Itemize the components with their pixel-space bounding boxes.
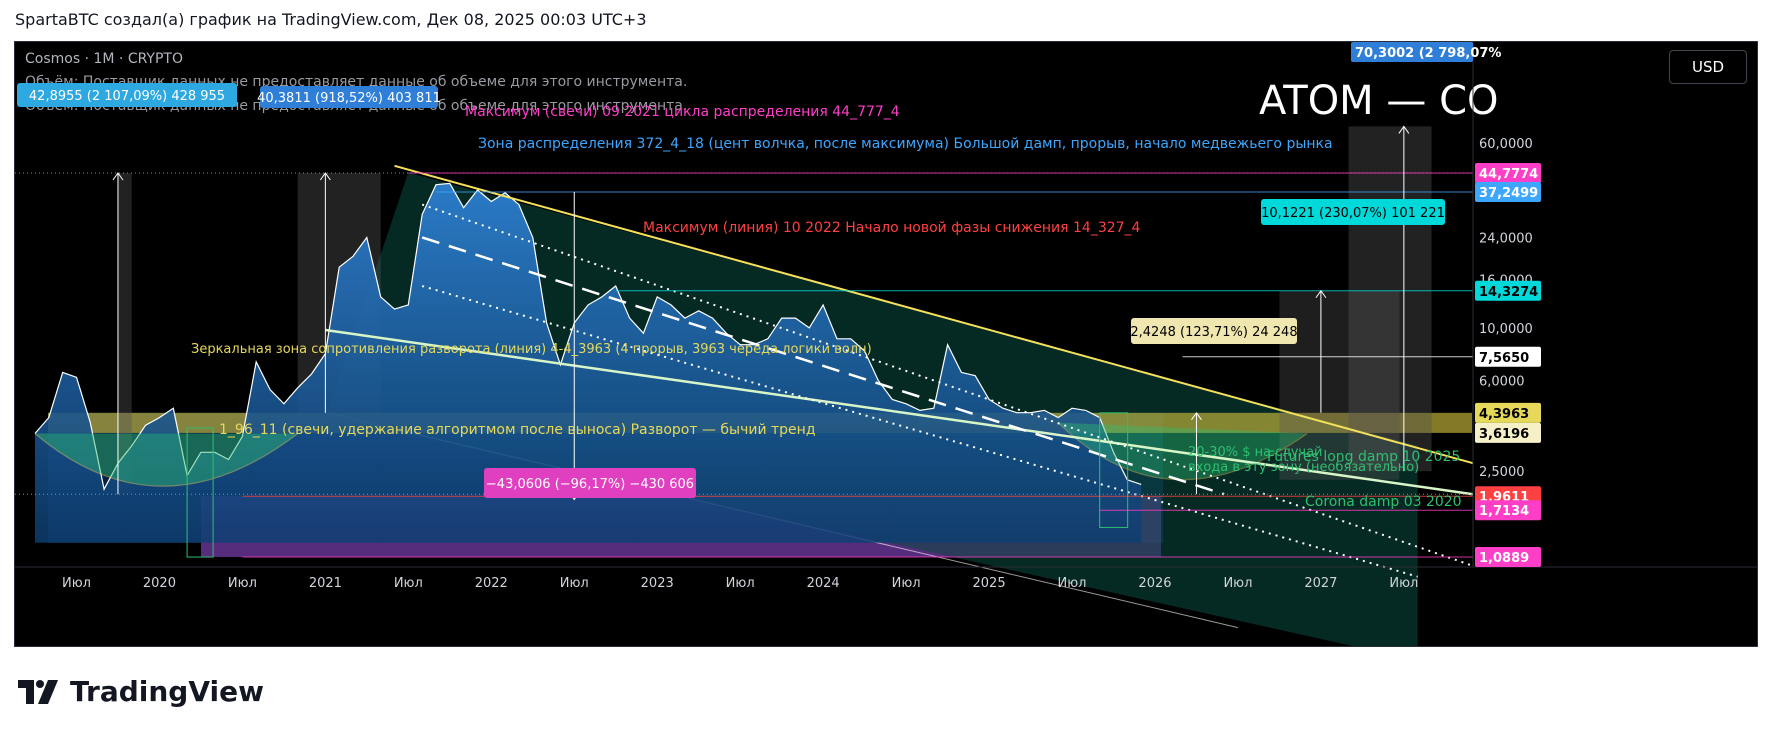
y-tick-label-4: 6,0000 — [1479, 375, 1525, 390]
x-tick-label-2: Июл — [228, 576, 257, 591]
price-label-5: 4,3963 — [1479, 407, 1529, 422]
price-label-bg-8 — [1475, 500, 1541, 521]
measure-label-3: 10,1221 (230,07%) 101 221 — [1261, 206, 1445, 221]
tradingview-logo-icon — [18, 679, 58, 704]
brand-name: TradingView — [70, 675, 264, 708]
annotation-4: 1_96_11 (свечи, удержание алгоритмом пос… — [219, 422, 816, 438]
x-tick-label-7: 2023 — [641, 576, 674, 591]
green-arc-left — [34, 433, 299, 487]
x-tick-label-15: 2027 — [1304, 576, 1337, 591]
measure-arrowhead-1 — [319, 172, 331, 181]
x-tick-label-11: 2025 — [973, 576, 1006, 591]
y-tick-label-0: 60,0000 — [1479, 137, 1533, 152]
price-label-bg-2 — [1475, 182, 1541, 203]
y-tick-label-5: 2,5000 — [1479, 465, 1525, 480]
x-tick-label-4: Июл — [394, 576, 423, 591]
measure-label-0: 42,8955 (2 107,09%) 428 955 — [29, 89, 225, 104]
y-tick-label-1: 24,0000 — [1479, 231, 1533, 246]
price-area — [35, 183, 1142, 543]
price-label-bg-9 — [1475, 547, 1541, 568]
price-label-bg-0 — [1351, 42, 1473, 62]
light-green-trend-line — [325, 328, 1474, 496]
price-label-2: 37,2499 — [1479, 186, 1538, 201]
x-tick-label-16: Июл — [1389, 576, 1418, 591]
measure-arrowhead-4 — [1191, 411, 1202, 421]
price-label-bg-4 — [1475, 346, 1541, 367]
dotted-lower-line — [421, 285, 1418, 578]
measure-label-1: 40,3811 (918,52%) 403 811 — [257, 91, 441, 106]
symbol-title: Cosmos · 1M · CRYPTO — [25, 51, 183, 67]
x-tick-label-10: Июл — [892, 576, 921, 591]
price-label-bg-1 — [1475, 163, 1541, 184]
measure-label-2: −43,0606 (−96,17%) −430 606 — [486, 477, 694, 492]
annotation-0: Максимум (свечи) 09 2021 цикла распредел… — [465, 104, 900, 120]
x-tick-label-3: 2021 — [309, 576, 342, 591]
corona-box — [186, 427, 214, 558]
x-tick-label-1: 2020 — [143, 576, 176, 591]
price-label-9: 1,0889 — [1479, 551, 1529, 566]
futures-box — [1099, 412, 1129, 528]
measure-label-bg-1 — [260, 86, 438, 108]
measure-zone-3 — [1279, 290, 1400, 480]
annotation-2: Максимум (линия) 10 2022 Начало новой фа… — [643, 220, 1141, 236]
annotation-8: Corona damp 03 2020 — [1305, 494, 1462, 510]
x-tick-label-13: 2026 — [1138, 576, 1171, 591]
big-title: ATOM — CO — [1259, 78, 1499, 124]
annotation-5: 20-30% $ на случай — [1188, 445, 1323, 460]
annotation-3: Зеркальная зона сопротивления разворота … — [191, 342, 872, 357]
currency-button[interactable]: USD — [1669, 50, 1747, 84]
measure-arrowhead-0 — [112, 172, 124, 181]
x-tick-label-5: 2022 — [475, 576, 508, 591]
x-tick-label-12: Июл — [1058, 576, 1087, 591]
x-tick-label-6: Июл — [560, 576, 589, 591]
y-tick-label-3: 10,0000 — [1479, 322, 1533, 337]
measure-label-4: 2,4248 (123,71%) 24 248 — [1130, 325, 1297, 340]
annotation-1: Зона распределения 372_4_18 (цент волчка… — [478, 136, 1333, 152]
annotation-7: Futures long damp 10 2025 — [1267, 449, 1460, 465]
x-tick-label-9: 2024 — [807, 576, 840, 591]
price-label-8: 1,7134 — [1479, 504, 1529, 519]
measure-zone-0 — [117, 173, 132, 495]
measure-zone-2 — [1348, 126, 1432, 472]
measure-label-bg-4 — [1131, 318, 1297, 344]
price-label-1: 44,7774 — [1479, 167, 1538, 182]
x-tick-label-14: Июл — [1223, 576, 1252, 591]
measure-label-bg-0 — [17, 83, 237, 107]
price-label-0: 70,3002 (2 798,07% — [1355, 46, 1501, 61]
price-label-6: 3,6196 — [1479, 427, 1529, 442]
price-label-bg-5 — [1475, 402, 1541, 423]
annotation-6: входа в эту зону (необязательно) — [1188, 460, 1419, 475]
price-label-3: 14,3274 — [1479, 285, 1538, 300]
tradingview-logo[interactable]: TradingView — [18, 675, 264, 708]
price-line — [34, 182, 1142, 491]
price-label-4: 7,5650 — [1479, 351, 1529, 366]
price-label-bg-3 — [1475, 280, 1541, 301]
chart-area[interactable]: Cosmos · 1M · CRYPTO Объём: Поставщик дан… — [14, 41, 1758, 647]
measure-arrowhead-3 — [1315, 289, 1327, 299]
dashed-mid-line — [421, 236, 1225, 496]
chart-caption: SpartaBTC создал(а) график на TradingVie… — [15, 10, 647, 29]
price-label-bg-6 — [1475, 422, 1541, 443]
measure-label-bg-2 — [484, 468, 696, 498]
x-tick-label-0: Июл — [62, 576, 91, 591]
measure-arrowhead-5 — [1398, 125, 1410, 134]
x-tick-label-8: Июл — [726, 576, 755, 591]
measure-label-bg-3 — [1261, 199, 1445, 225]
